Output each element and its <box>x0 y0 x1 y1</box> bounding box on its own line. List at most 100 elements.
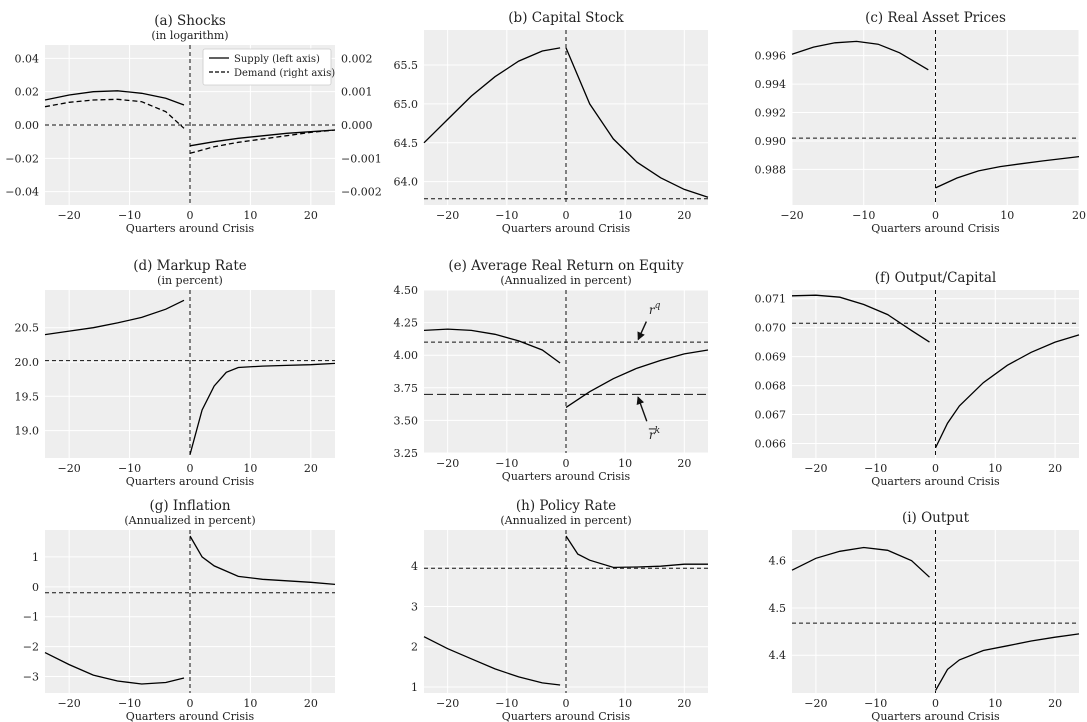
x-tick-label: −10 <box>864 697 887 710</box>
series-line-pre <box>791 546 930 578</box>
y-tick-label: 3.50 <box>394 414 419 427</box>
x-tick-label: −10 <box>118 697 141 710</box>
x-axis-label: Quarters around Crisis <box>871 475 1000 488</box>
y-tick-label: 0.04 <box>15 52 40 65</box>
chart-title: (c) Real Asset Prices <box>865 10 1006 26</box>
series-line-pre <box>423 47 561 144</box>
y-tick-label: 3 <box>411 600 418 613</box>
y-tick-label: 4.6 <box>769 555 787 568</box>
x-tick-label: 10 <box>618 209 632 222</box>
x-tick-label: 0 <box>187 462 194 475</box>
y2-tick-label: 0.002 <box>341 52 373 65</box>
x-axis-label: Quarters around Crisis <box>502 710 631 722</box>
series-line-pre <box>44 299 185 336</box>
y-tick-label: 0.068 <box>755 380 787 393</box>
chart-subtitle: (Annualized in percent) <box>500 514 631 527</box>
chart-title: (h) Policy Rate <box>516 498 616 514</box>
x-tick-label: 20 <box>677 457 691 470</box>
x-tick-label: 0 <box>563 209 570 222</box>
x-tick-label: −20 <box>58 697 81 710</box>
y-tick-label: 0.992 <box>755 107 787 120</box>
series-line-post <box>565 47 709 198</box>
y-tick-label: 1 <box>32 551 39 564</box>
y-tick-label: 2 <box>411 641 418 654</box>
y-tick-label: 64.0 <box>394 176 419 189</box>
y-tick-label: 1 <box>411 681 418 694</box>
chart-subtitle: (Annualized in percent) <box>124 514 255 527</box>
y-tick-label: −0.04 <box>5 186 39 199</box>
chart-subtitle: (Annualized in percent) <box>500 274 631 287</box>
y-tick-label: 0.071 <box>755 293 787 306</box>
x-tick-label: −10 <box>495 697 518 710</box>
y-tick-label: 0.00 <box>15 119 40 132</box>
annotation-label: rk <box>649 426 660 442</box>
x-tick-label: 10 <box>1000 209 1014 222</box>
y-tick-label: 65.5 <box>394 59 419 72</box>
chart-subtitle: (in logarithm) <box>151 29 228 42</box>
y-tick-label: 4.5 <box>769 602 787 615</box>
chart-panel-b: −20 −10 0 10 20 64.0 64.5 65.0 65.5 (b) Capital S… <box>394 10 709 235</box>
y-tick-label: 19.0 <box>15 425 40 438</box>
x-tick-label: −20 <box>804 462 827 475</box>
chart-title: (g) Inflation <box>149 498 230 514</box>
x-tick-label: −20 <box>436 697 459 710</box>
chart-panel-g: −20 −10 0 10 20−3−2−101(g) Inflation(Annuali… <box>23 498 336 722</box>
y-tick-label: 0.988 <box>755 163 787 176</box>
x-tick-label: 10 <box>243 697 257 710</box>
y2-tick-label: −0.001 <box>341 152 382 165</box>
x-axis-label: Quarters around Crisis <box>502 222 631 235</box>
y-tick-label: 4.00 <box>394 349 419 362</box>
y2-tick-label: −0.002 <box>341 186 382 199</box>
x-tick-label: 0 <box>187 209 194 222</box>
x-tick-label: −20 <box>58 462 81 475</box>
x-tick-label: −20 <box>436 457 459 470</box>
chart-title: (f) Output/Capital <box>875 270 996 286</box>
series-line-post <box>935 155 1080 189</box>
chart-title: (e) Average Real Return on Equity <box>448 258 684 274</box>
series-line-pre <box>791 40 929 71</box>
x-tick-label: 0 <box>187 697 194 710</box>
x-tick-label: 10 <box>618 457 632 470</box>
series-line-pre <box>44 90 185 106</box>
x-tick-label: 20 <box>677 209 691 222</box>
x-tick-label: 10 <box>243 462 257 475</box>
x-tick-label: 20 <box>304 209 318 222</box>
series-line-pre <box>791 294 930 343</box>
series-line-post <box>934 633 1080 691</box>
y-tick-label: 0.990 <box>755 135 787 148</box>
x-tick-label: −20 <box>804 697 827 710</box>
x-tick-label: −20 <box>436 209 459 222</box>
chart-title: (a) Shocks <box>154 13 226 29</box>
annotation-label: rq <box>649 301 661 317</box>
series-line-pre <box>423 328 561 364</box>
y2-tick-label: 0.000 <box>341 119 373 132</box>
y-tick-label: 0.067 <box>755 409 787 422</box>
x-axis-label: Quarters around Crisis <box>871 710 1000 722</box>
x-tick-label: 0 <box>932 697 939 710</box>
y-tick-label: 0.02 <box>15 86 40 99</box>
y-tick-label: −0.02 <box>5 152 39 165</box>
x-tick-label: −10 <box>118 462 141 475</box>
y2-tick-label: 0.001 <box>341 86 373 99</box>
x-tick-label: 20 <box>304 462 318 475</box>
annotation-arrow <box>637 321 647 341</box>
y-tick-label: −1 <box>23 611 39 624</box>
series-line-post <box>189 362 336 455</box>
y-tick-label: 3.75 <box>394 382 419 395</box>
x-axis-label: Quarters around Crisis <box>871 222 1000 235</box>
y-tick-label: 3.25 <box>394 447 419 460</box>
x-tick-label: 0 <box>932 209 939 222</box>
chart-panel-c: −20 −10 0 10 20 0.988 0.990 0.992 0.994 0.996 (c) … <box>755 10 1087 235</box>
x-tick-label: 0 <box>932 462 939 475</box>
legend-box <box>202 48 332 86</box>
x-tick-label: −10 <box>118 209 141 222</box>
series-line-post <box>189 535 336 586</box>
x-tick-label: 20 <box>304 697 318 710</box>
y-tick-label: 0 <box>32 581 39 594</box>
series-line-post <box>189 129 336 154</box>
x-tick-label: 10 <box>243 209 257 222</box>
x-tick-label: 20 <box>1048 697 1062 710</box>
y-tick-label: 65.0 <box>394 98 419 111</box>
chart-panel-h: −20 −10 0 10 20 1 2 3 4 (h) Policy Rate(Annualize… <box>411 498 708 722</box>
